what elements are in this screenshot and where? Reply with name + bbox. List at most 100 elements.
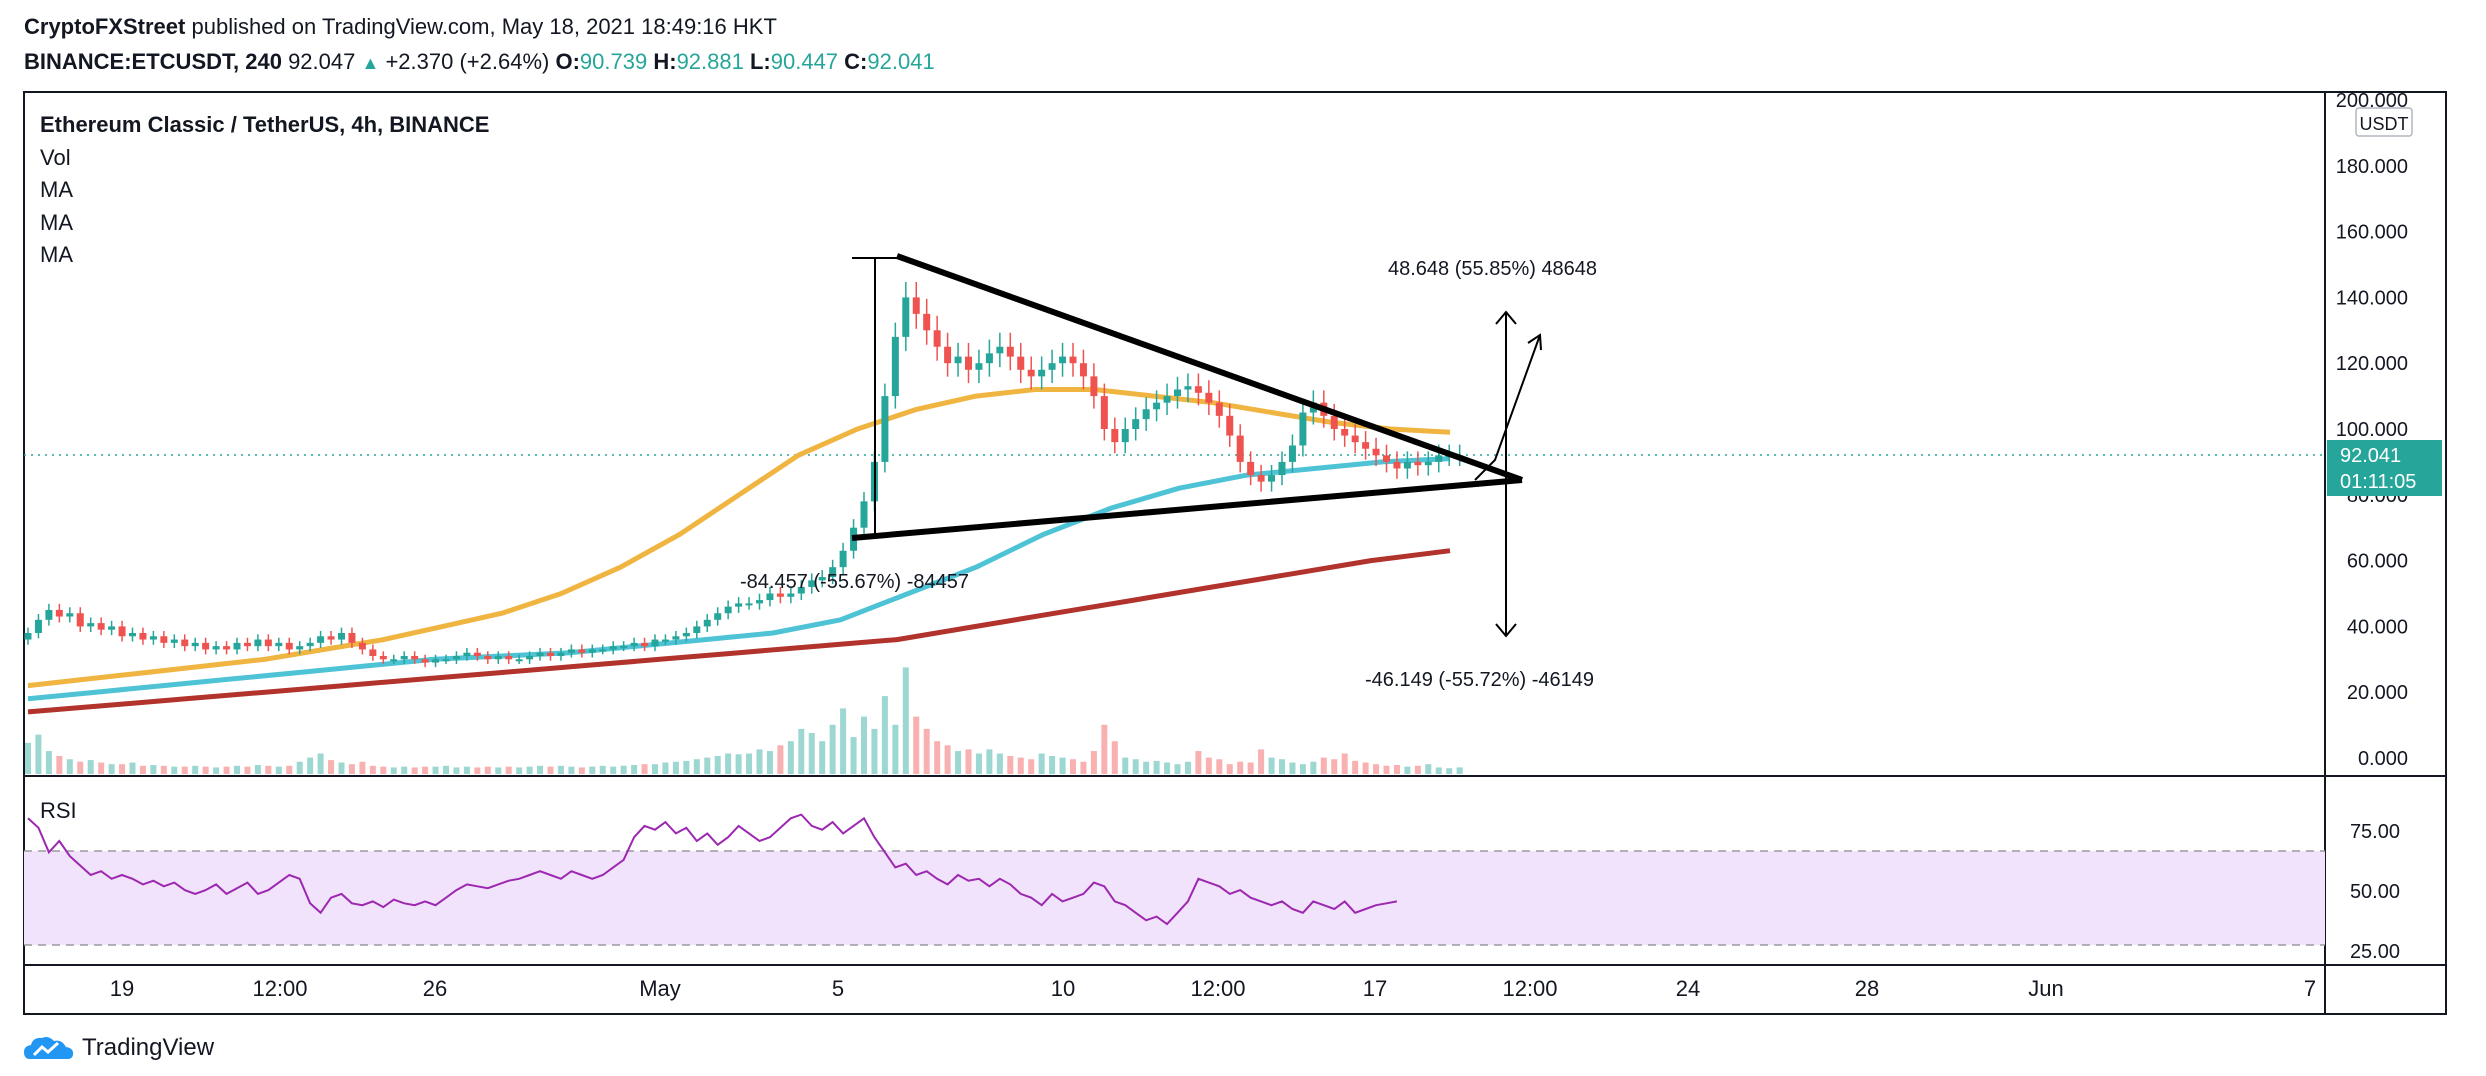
- volume-bar: [328, 760, 335, 774]
- measure-top-label: 48.648 (55.85%) 48648: [1388, 258, 1597, 280]
- volume-bar: [1383, 765, 1390, 774]
- publisher-name[interactable]: CryptoFXStreet: [24, 14, 186, 39]
- volume-bar: [850, 737, 857, 774]
- volume-bar: [25, 742, 31, 774]
- volume-bar: [286, 765, 293, 774]
- candle-body: [494, 656, 502, 660]
- candle-body: [484, 656, 492, 660]
- triangle-lower-trendline[interactable]: [851, 477, 1523, 541]
- candle-body: [620, 646, 628, 649]
- candle-body: [1153, 402, 1161, 410]
- price-tick-label: 100.000: [2336, 419, 2408, 441]
- volume-bar: [955, 751, 962, 774]
- candle-body: [306, 642, 314, 647]
- time-tick-label: 12:00: [1190, 976, 1245, 1001]
- candle-body: [1351, 435, 1359, 443]
- volume-bar: [150, 764, 157, 774]
- rsi-series: [27, 813, 1398, 926]
- volume-bar: [56, 755, 63, 774]
- rsi-tick-label: 50.00: [2350, 881, 2400, 903]
- volume-bar: [87, 760, 94, 774]
- candle-body: [1006, 346, 1014, 357]
- breakout-arrow-icon: [1527, 333, 1542, 351]
- volume-bar: [777, 745, 784, 774]
- publish-info: published on TradingView.com, May 18, 20…: [191, 14, 777, 39]
- volume-bar: [1258, 749, 1265, 774]
- candles: [24, 281, 1464, 668]
- volume-bar: [1038, 753, 1045, 774]
- candle-body: [651, 639, 659, 647]
- triangle-upper-trendline[interactable]: [895, 253, 1524, 483]
- time-tick-label: 7: [2304, 976, 2316, 1001]
- measure-bottom-label: -46.149 (-55.72%) -46149: [1365, 669, 1594, 691]
- volume-bar: [996, 753, 1003, 774]
- candle-body: [264, 639, 272, 647]
- volume-bar: [317, 753, 324, 774]
- candle-body: [421, 659, 429, 663]
- volume-bar: [746, 753, 753, 774]
- volume-bar: [202, 766, 209, 774]
- time-tick-label: 12:00: [252, 976, 307, 1001]
- rsi-axis: 75.00 50.00 25.00: [2350, 821, 2400, 963]
- candle-body: [1163, 396, 1171, 403]
- candle-body: [1100, 396, 1108, 429]
- candle-body: [1414, 461, 1422, 466]
- volume-bar: [934, 741, 941, 774]
- volume-bar: [840, 708, 847, 774]
- candle-body: [1330, 415, 1338, 429]
- legend-ma-3: MA: [40, 242, 73, 267]
- volume-bar: [1289, 762, 1296, 774]
- chart-frame: [23, 91, 2447, 1015]
- rsi-line: [27, 813, 1398, 926]
- symbol-line: BINANCE:ETCUSDT, 240 92.047 ▲ +2.370 (+2…: [24, 49, 935, 75]
- volume-bar: [1414, 765, 1421, 774]
- tradingview-logo[interactable]: TradingView: [24, 1034, 214, 1062]
- candle-body: [1247, 461, 1255, 476]
- candle-body: [1424, 461, 1432, 466]
- current-price-value: 92.041: [2340, 445, 2401, 467]
- time-axis[interactable]: 19 12:00 26 May 5 10 12:00 17 12:00 24 28 Jun 7: [110, 976, 2316, 1001]
- volume-bar: [1049, 755, 1056, 774]
- volume-bar: [359, 761, 366, 774]
- rsi-band: [24, 851, 2325, 945]
- candle-body: [923, 313, 931, 331]
- candle-body: [139, 632, 147, 640]
- open-value: 90.739: [579, 49, 648, 74]
- candle-body: [327, 636, 335, 640]
- candle-body: [348, 632, 356, 643]
- candle-body: [776, 593, 784, 597]
- candle-body: [45, 609, 53, 620]
- volume-bar: [244, 766, 251, 774]
- currency-box[interactable]: [2355, 107, 2413, 137]
- volume-bar: [547, 766, 554, 774]
- price-tick-label: 20.000: [2347, 682, 2408, 704]
- candle-body: [745, 603, 753, 606]
- candle-body: [390, 659, 398, 662]
- candle-body: [1341, 429, 1349, 436]
- price-axis[interactable]: 200.000 180.000 160.000 140.000 120.000 100.0…: [2336, 90, 2408, 770]
- volume-bar: [923, 728, 930, 774]
- candle-body: [1435, 455, 1443, 462]
- arrow-up-icon: [1495, 310, 1517, 325]
- volume-bar: [463, 766, 470, 774]
- volume-bar: [1059, 757, 1066, 774]
- candle-body: [975, 363, 983, 370]
- candle-body: [1194, 386, 1202, 393]
- volume-bar: [1090, 751, 1097, 774]
- volume-bar: [913, 716, 920, 774]
- volume-bar: [495, 767, 502, 774]
- candle-body: [547, 652, 554, 657]
- time-tick-label: 10: [1051, 976, 1075, 1001]
- volume-bar: [160, 765, 167, 774]
- volume-bar: [516, 767, 523, 774]
- candle-body: [1299, 412, 1307, 446]
- symbol[interactable]: BINANCE:ETCUSDT, 240: [24, 49, 282, 74]
- volume-bar: [1101, 724, 1108, 774]
- candle-body: [473, 652, 481, 657]
- breakout-path: [1474, 334, 1541, 481]
- candle-body: [1236, 435, 1244, 462]
- volume-bar: [369, 765, 376, 774]
- price-tick-label: 180.000: [2336, 156, 2408, 178]
- volume-bar: [892, 724, 899, 774]
